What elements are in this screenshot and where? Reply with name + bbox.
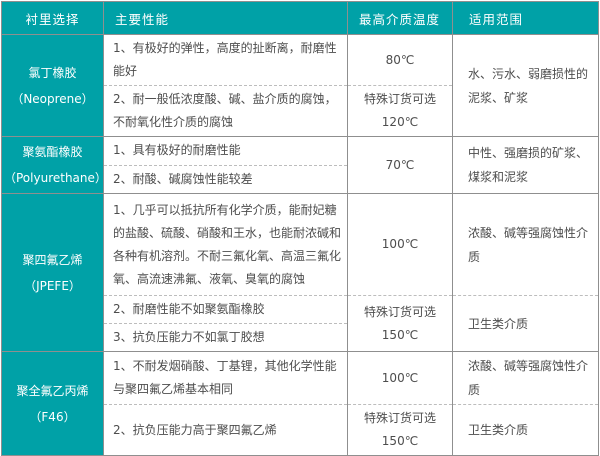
- lining-code: （F46）: [29, 409, 76, 424]
- temperature-cell: 70℃: [347, 136, 453, 194]
- table-row: 3、抗负压能力不如氯丁胶想: [2, 323, 599, 352]
- performance-cell: 1、具有极好的耐磨性能: [103, 136, 348, 165]
- range-cell: 卫生类介质: [452, 295, 599, 352]
- table-row: 2、耐磨性能不如聚氨酯橡胶 特殊订货可选 150℃ 卫生类介质: [2, 295, 599, 352]
- range-cell: 浓酸、碱等强腐蚀性介质: [452, 193, 599, 296]
- range-cell: 卫生类介质: [452, 404, 599, 456]
- lining-code: （JPEFE）: [24, 278, 81, 293]
- performance-cell: 2、抗负压能力高于聚四氟乙烯: [103, 404, 348, 456]
- performance-cell: 2、耐一般低浓度酸、碱、盐介质的腐蚀，不耐氧化性介质的腐蚀: [103, 85, 348, 137]
- temp-note: 特殊订货可选: [363, 92, 436, 106]
- table-row: 氯丁橡胶 （Neoprene） 1、有极好的弹性，高度的扯断离，耐磨性能好 80…: [1, 34, 599, 137]
- header-max-medium-temperature: 最高介质温度: [347, 1, 453, 35]
- header-main-performance: 主要性能: [103, 1, 348, 35]
- range-cell: 中性、强磨损的矿浆、煤浆和泥浆: [452, 136, 599, 194]
- temperature-cell: 特殊订货可选 120℃: [347, 85, 453, 137]
- performance-cell: 3、抗负压能力不如氯丁胶想: [103, 323, 348, 352]
- table-header-row: 衬里选择 主要性能 最高介质温度 适用范围: [1, 1, 599, 35]
- lining-cell-ptfe: 聚四氟乙烯 （JPEFE）: [1, 193, 104, 352]
- temp-value: 120℃: [381, 115, 419, 129]
- lining-name: 氯丁橡胶: [28, 65, 77, 80]
- header-application-range: 适用范围: [452, 1, 599, 35]
- table-row: 聚氨酯橡胶 （Polyurethane） 1、具有极好的耐磨性能 70℃ 中性、…: [1, 136, 599, 194]
- temperature-cell: 特殊订货可选 150℃: [347, 404, 453, 456]
- temperature-cell: 100℃: [347, 351, 453, 405]
- temperature-cell: 100℃: [347, 193, 453, 296]
- range-cell: 水、污水、弱磨损性的泥浆、矿浆: [452, 34, 599, 137]
- temp-note: 特殊订货可选: [363, 411, 436, 425]
- lining-code: （Neoprene）: [11, 91, 94, 106]
- lining-cell-f46: 聚全氟乙丙烯 （F46）: [1, 351, 104, 456]
- header-lining-selection: 衬里选择: [1, 1, 104, 35]
- performance-cell: 2、耐酸、碱腐蚀性能较差: [103, 164, 348, 194]
- performance-cell: 2、耐磨性能不如聚氨酯橡胶: [103, 295, 348, 324]
- temperature-cell: 特殊订货可选 150℃: [347, 295, 453, 352]
- lining-name: 聚氨酯橡胶: [22, 145, 83, 159]
- temp-value: 150℃: [381, 327, 419, 342]
- range-cell: 浓酸、碱等强腐蚀性介质: [452, 351, 599, 405]
- table-row: 聚全氟乙丙烯 （F46） 1、不耐发烟硝酸、丁基锂，其他化学性能与聚四氟乙烯基本…: [1, 351, 599, 456]
- lining-code: （Polyurethane）: [4, 171, 107, 185]
- temperature-cell: 80℃: [347, 34, 453, 86]
- temp-note: 特殊订货可选: [363, 304, 436, 319]
- lining-name: 聚四氟乙烯: [22, 252, 83, 267]
- table-row: 聚四氟乙烯 （JPEFE） 1、几乎可以抵抗所有化学介质，能耐妃糖的盐酸、硫酸、…: [1, 193, 599, 352]
- table-row: 2、耐一般低浓度酸、碱、盐介质的腐蚀，不耐氧化性介质的腐蚀 特殊订货可选 120…: [2, 85, 599, 137]
- lining-cell-polyurethane: 聚氨酯橡胶 （Polyurethane）: [1, 136, 107, 194]
- table-row: 2、耐酸、碱腐蚀性能较差: [2, 164, 599, 194]
- performance-cell: 1、几乎可以抵抗所有化学介质，能耐妃糖的盐酸、硫酸、硝酸和王水，也能耐浓碱和各种…: [103, 193, 348, 296]
- performance-cell: 1、不耐发烟硝酸、丁基锂，其他化学性能与聚四氟乙烯基本相同: [103, 351, 348, 405]
- lining-cell-neoprene: 氯丁橡胶 （Neoprene）: [1, 34, 104, 137]
- temp-value: 150℃: [381, 434, 419, 448]
- performance-cell: 1、有极好的弹性，高度的扯断离，耐磨性能好: [103, 34, 348, 86]
- lining-name: 聚全氟乙丙烯: [16, 383, 89, 398]
